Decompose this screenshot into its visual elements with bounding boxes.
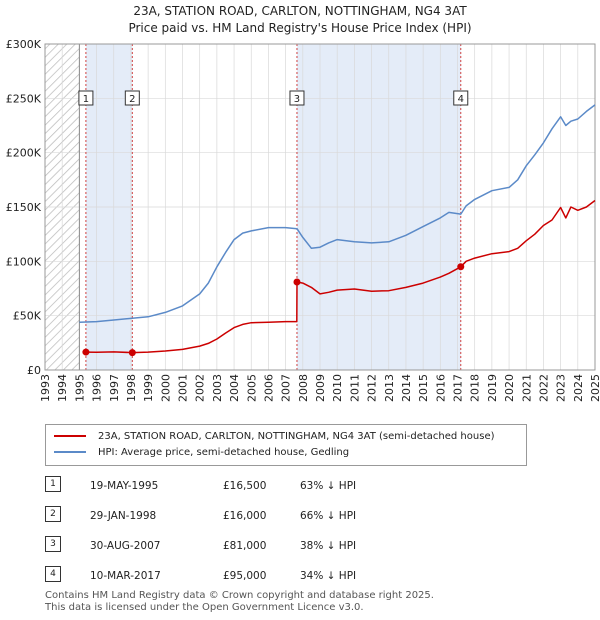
x-tick-label: 2012 xyxy=(366,374,379,402)
x-tick-label: 2021 xyxy=(520,374,533,402)
legend-item-red: 23A, STATION ROAD, CARLTON, NOTTINGHAM, … xyxy=(54,431,495,442)
sale-number-badge: 1 xyxy=(45,476,61,492)
blue-line-swatch xyxy=(54,451,86,453)
sale-number-badge: 4 xyxy=(45,566,61,582)
sale-hpi-diff: 63% ↓ HPI xyxy=(300,480,357,492)
legend-label-red: 23A, STATION ROAD, CARLTON, NOTTINGHAM, … xyxy=(98,431,495,442)
x-tick-label: 1999 xyxy=(142,374,155,402)
footer-copyright: Contains HM Land Registry data © Crown c… xyxy=(45,590,434,601)
x-tick-label: 1996 xyxy=(91,374,104,402)
sale-row: 1 19-MAY-1995 £16,500 63% ↓ HPI xyxy=(45,472,525,502)
x-tick-label: 2025 xyxy=(589,374,600,402)
sale-date: 30-AUG-2007 xyxy=(90,540,161,552)
sale-point xyxy=(82,348,90,356)
x-tick-label: 2014 xyxy=(400,374,413,402)
x-tick-label: 2016 xyxy=(434,374,447,402)
x-tick-label: 2004 xyxy=(228,374,241,402)
y-tick-label: £150K xyxy=(6,201,42,214)
sale-row: 3 30-AUG-2007 £81,000 38% ↓ HPI xyxy=(45,532,525,562)
x-tick-label: 1995 xyxy=(73,374,86,402)
chart-title: 23A, STATION ROAD, CARLTON, NOTTINGHAM, … xyxy=(133,4,467,18)
x-tick-label: 2023 xyxy=(555,374,568,402)
sale-point xyxy=(128,349,136,357)
x-tick-label: 2011 xyxy=(348,374,361,402)
sale-hpi-diff: 34% ↓ HPI xyxy=(300,570,357,582)
x-tick-label: 2001 xyxy=(177,374,190,402)
x-tick-label: 2024 xyxy=(572,374,585,402)
sale-price: £81,000 xyxy=(223,540,267,552)
sale-row: 4 10-MAR-2017 £95,000 34% ↓ HPI xyxy=(45,562,525,592)
x-tick-label: 2017 xyxy=(452,374,465,402)
red-line-swatch xyxy=(54,435,86,437)
x-tick-label: 1997 xyxy=(108,374,121,402)
plot-frame xyxy=(44,43,596,371)
sale-point xyxy=(457,263,465,271)
x-tick-label: 2000 xyxy=(159,374,172,402)
sale-hpi-diff: 38% ↓ HPI xyxy=(300,540,357,552)
y-tick-label: £250K xyxy=(6,92,42,105)
sale-label-box xyxy=(78,90,94,106)
x-tick-label: 2010 xyxy=(331,374,344,402)
x-tick-label: 2009 xyxy=(314,374,327,402)
sale-label: 4 xyxy=(458,94,464,105)
x-tick-label: 2007 xyxy=(280,374,293,402)
x-tick-label: 2013 xyxy=(383,374,396,402)
legend: 23A, STATION ROAD, CARLTON, NOTTINGHAM, … xyxy=(45,424,527,466)
sale-number-badge: 2 xyxy=(45,506,61,522)
sale-label: 1 xyxy=(83,94,89,105)
sale-price: £16,000 xyxy=(223,510,267,522)
x-tick-label: 2015 xyxy=(417,374,430,402)
series-line xyxy=(79,104,596,323)
y-tick-label: £300K xyxy=(6,38,42,51)
sale-hpi-diff: 66% ↓ HPI xyxy=(300,510,357,522)
y-tick-label: £0 xyxy=(27,364,41,377)
y-tick-label: £100K xyxy=(6,255,42,268)
chart-subtitle: Price paid vs. HM Land Registry's House … xyxy=(128,21,472,35)
x-tick-label: 2022 xyxy=(537,374,550,402)
x-tick-label: 2005 xyxy=(245,374,258,402)
legend-label-blue: HPI: Average price, semi-detached house,… xyxy=(98,447,350,458)
y-tick-label: £50K xyxy=(13,310,42,323)
sale-label: 3 xyxy=(294,94,300,105)
x-tick-label: 2018 xyxy=(469,374,482,402)
sale-date: 10-MAR-2017 xyxy=(90,570,161,582)
x-tick-label: 2020 xyxy=(503,374,516,402)
sales-table: 1 19-MAY-1995 £16,500 63% ↓ HPI 2 29-JAN… xyxy=(45,472,525,592)
x-tick-label: 2019 xyxy=(486,374,499,402)
x-tick-label: 1994 xyxy=(56,374,69,402)
sale-date: 19-MAY-1995 xyxy=(90,480,159,492)
sale-row: 2 29-JAN-1998 £16,000 66% ↓ HPI xyxy=(45,502,525,532)
price-chart: 1 2 3 4 £0 £50K £100K £150K £200K £250K £300K 1993 1… xyxy=(6,38,600,402)
sale-label: 2 xyxy=(129,94,135,105)
sale-label-box xyxy=(124,90,140,106)
x-tick-label: 1998 xyxy=(125,374,138,402)
footer: Contains HM Land Registry data © Crown c… xyxy=(45,590,434,614)
sale-price: £16,500 xyxy=(223,480,267,492)
legend-item-blue: HPI: Average price, semi-detached house,… xyxy=(54,447,349,458)
sale-point xyxy=(293,278,301,286)
series-line xyxy=(85,199,596,354)
sale-label-box xyxy=(289,90,305,106)
x-tick-label: 2006 xyxy=(262,374,275,402)
sale-price: £95,000 xyxy=(223,570,267,582)
x-tick-label: 2003 xyxy=(211,374,224,402)
y-tick-label: £200K xyxy=(6,147,42,160)
x-tick-label: 2008 xyxy=(297,374,310,402)
x-tick-label: 2002 xyxy=(194,374,207,402)
sale-number-badge: 3 xyxy=(45,536,61,552)
sale-date: 29-JAN-1998 xyxy=(90,510,157,522)
footer-licence: This data is licensed under the Open Gov… xyxy=(45,602,364,613)
sale-label-box xyxy=(453,90,469,106)
x-tick-label: 1993 xyxy=(39,374,52,402)
